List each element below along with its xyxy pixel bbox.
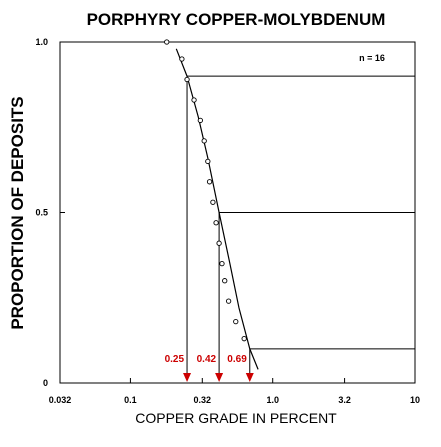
chart-title: PORPHYRY COPPER-MOLYBDENUM [87,10,386,29]
y-tick-label: 0.5 [35,208,48,218]
percentile-arrow [245,373,254,382]
data-point [184,76,190,83]
fitted-curve [175,48,259,370]
data-point [191,97,197,103]
percentile-value-label: 0.25 [165,354,185,365]
data-point [201,138,207,144]
x-tick-label: 10 [410,395,420,405]
x-tick-label: 1.0 [266,395,279,405]
data-point [225,298,232,304]
sample-count-label: n = 16 [359,53,385,63]
x-tick-label: 0.32 [194,395,212,405]
x-tick-label: 0.032 [49,395,72,405]
y-tick-label: 0 [43,378,48,388]
data-point [222,278,228,284]
data-point [241,336,247,342]
x-tick-label: 3.2 [338,395,351,405]
data-point [179,56,185,62]
data-point [219,260,225,267]
percentile-arrow [215,373,224,382]
percentile-arrow [183,373,192,382]
percentile-value-label: 0.69 [227,354,247,365]
data-point [164,39,170,45]
data-point [205,158,211,165]
data-point [206,179,213,185]
data-point [213,220,219,226]
data-point [197,117,203,124]
y-axis-label: PROPORTION OF DEPOSITS [8,96,27,329]
y-tick-label: 1.0 [35,37,48,47]
data-point [216,240,222,246]
x-axis-label: COPPER GRADE IN PERCENT [135,410,337,426]
data-point [210,199,216,205]
x-tick-label: 0.1 [124,395,137,405]
data-point [233,318,239,325]
percentile-value-label: 0.42 [197,354,217,365]
